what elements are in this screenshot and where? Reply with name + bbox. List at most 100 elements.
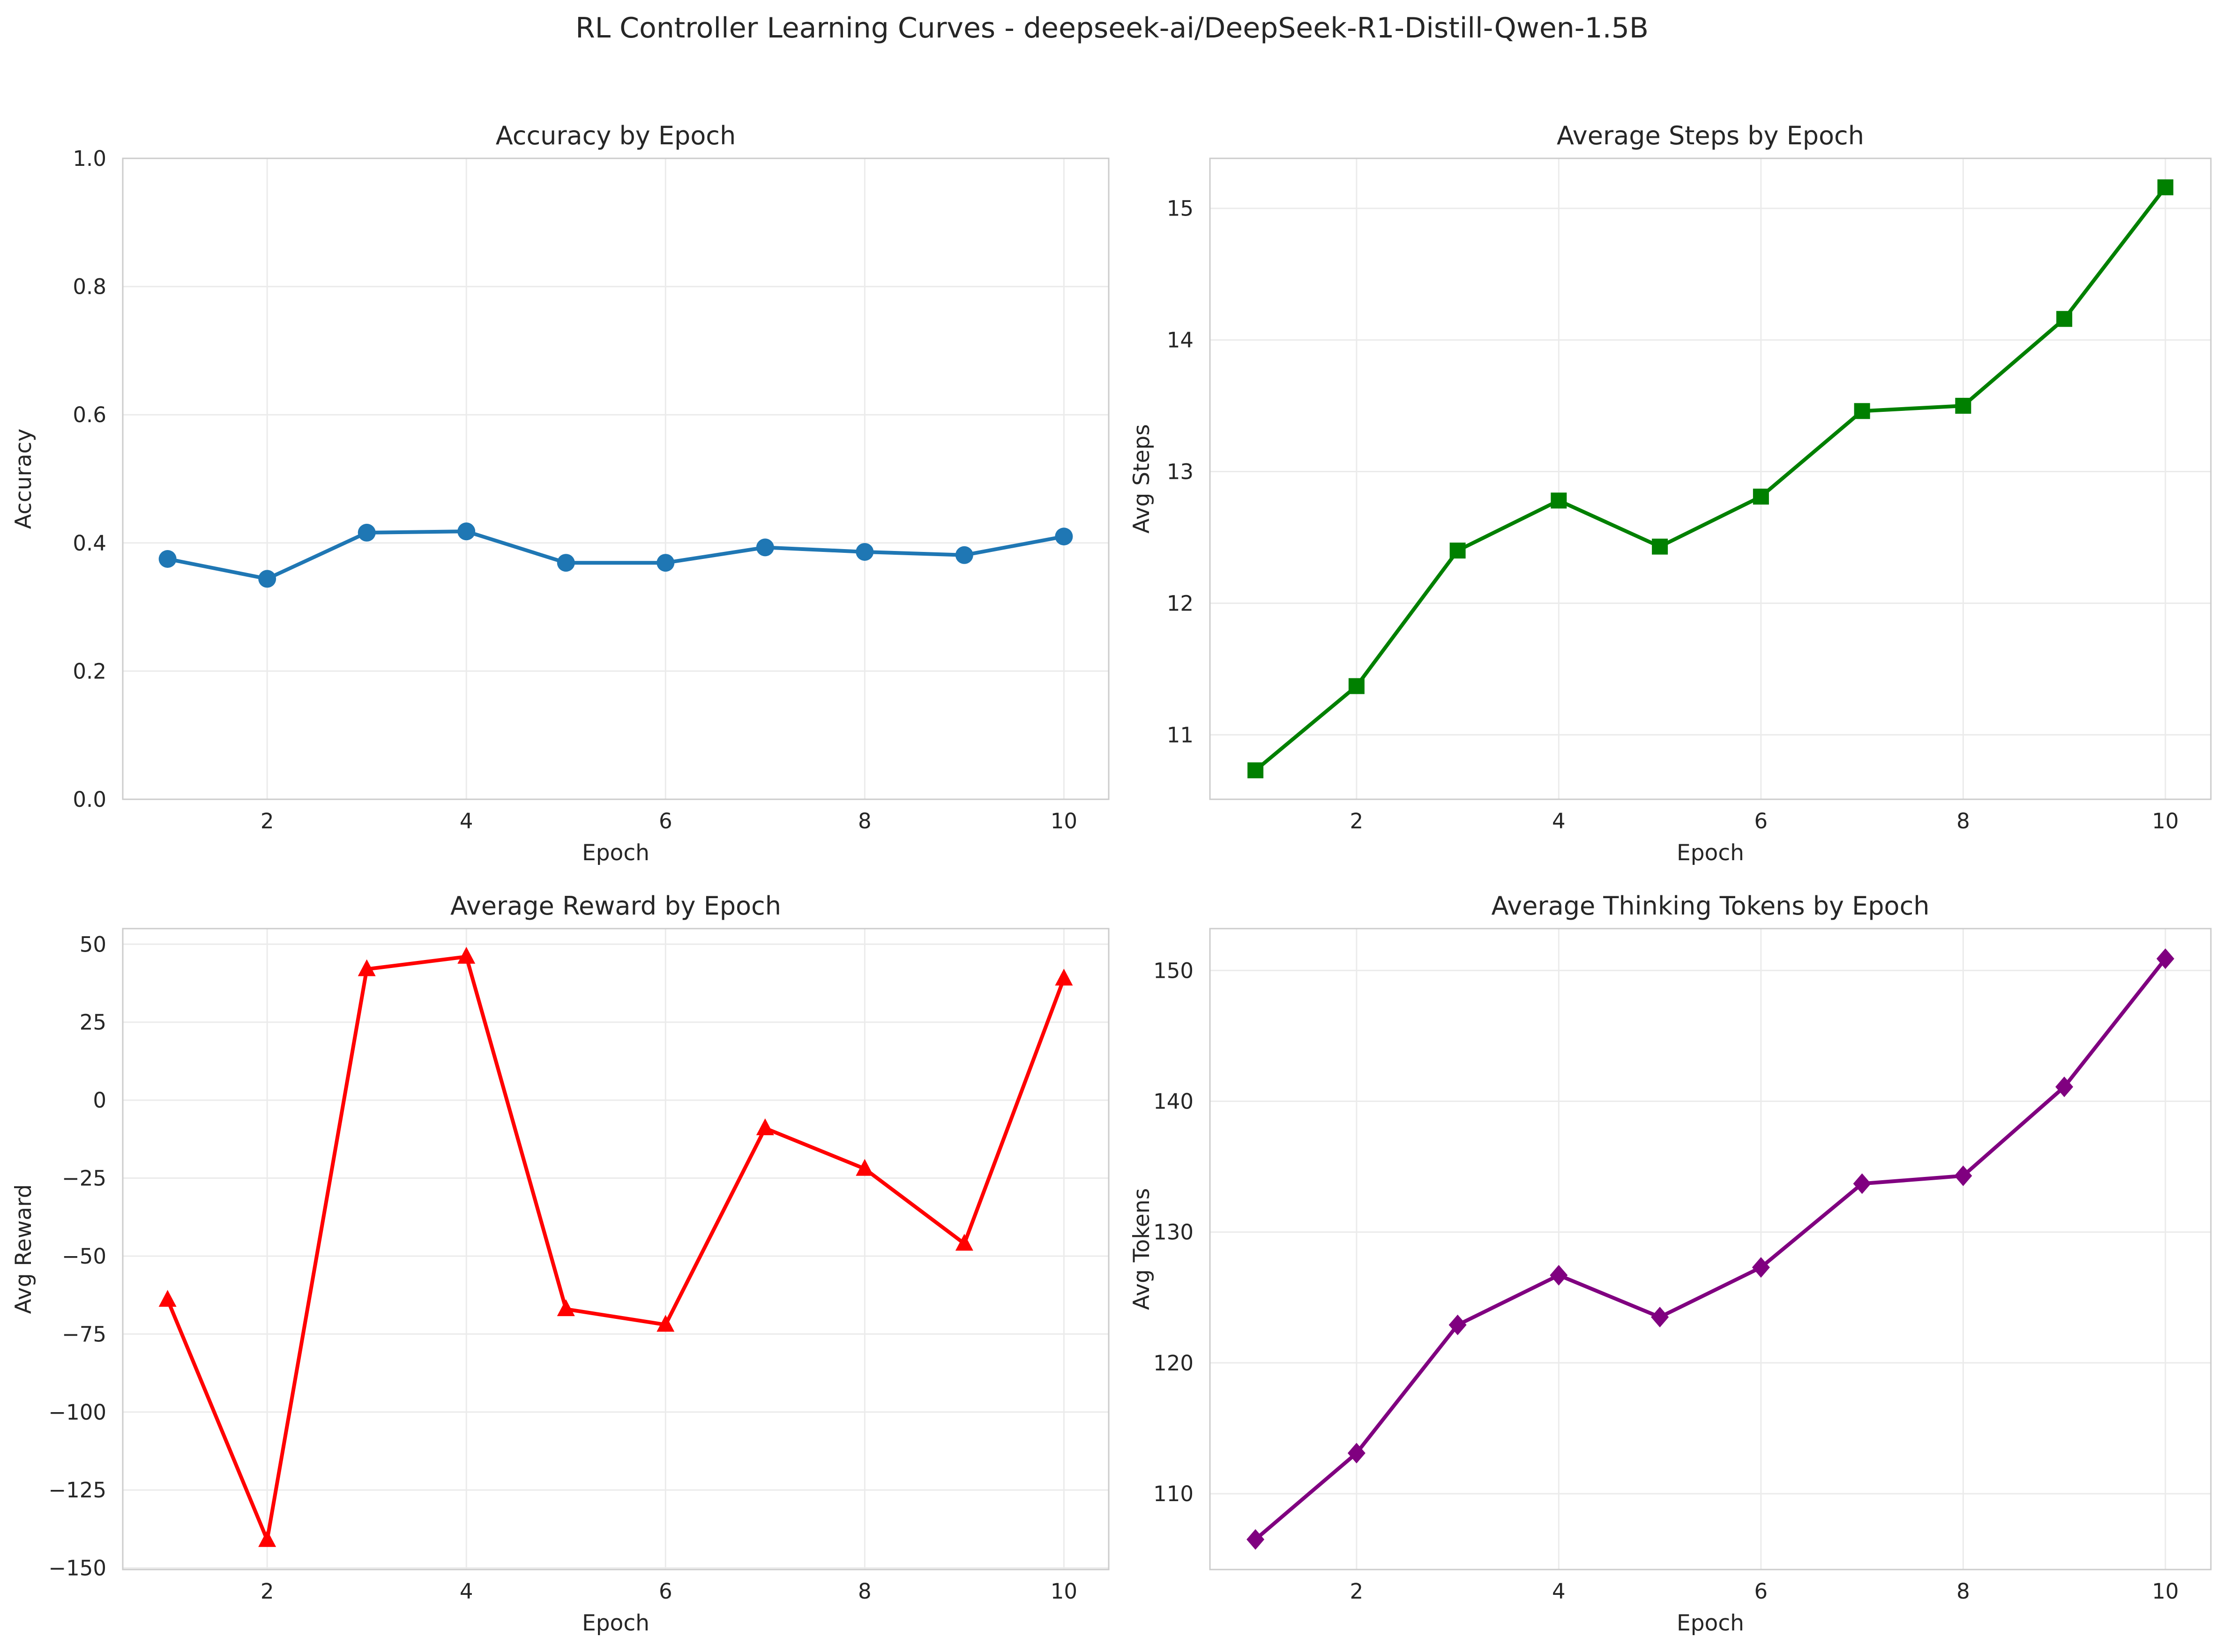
accuracy-point-5 [657,554,675,572]
avg-tokens-point-7 [1954,1165,1972,1186]
accuracy-x-tick-label-1: 4 [460,809,473,833]
figure-suptitle: RL Controller Learning Curves - deepseek… [575,12,1649,45]
avg-steps-plot-frame [1209,157,2212,800]
avg-tokens-point-6 [1853,1173,1871,1194]
avg-tokens-x-tick-label-3: 8 [1956,1579,1970,1604]
avg-reward-point-5 [657,1315,675,1332]
avg-tokens-x-tick-label-2: 6 [1754,1579,1768,1604]
avg-tokens-y-tick-label-3: 140 [1153,1089,1194,1114]
avg-steps-y-tick-label-0: 11 [1167,722,1194,747]
accuracy-y-axis-label: Accuracy [11,429,37,529]
avg-tokens-y-tick-label-2: 130 [1153,1220,1194,1245]
avg-steps-y-tick-label-4: 15 [1167,196,1194,221]
avg-reward-point-3 [457,946,476,964]
accuracy-plot-frame [122,157,1110,800]
avg-reward-x-tick-label-4: 10 [1051,1579,1077,1604]
accuracy-point-7 [856,543,874,561]
avg-steps-point-6 [1854,403,1870,419]
avg-tokens-x-tick-label-0: 2 [1350,1579,1364,1604]
avg-steps-point-2 [1449,543,1466,559]
avg-steps-title: Average Steps by Epoch [1557,121,1864,150]
avg-reward-y-tick-label-0: −150 [48,1556,106,1581]
avg-steps-point-8 [2056,311,2073,327]
accuracy-x-tick-label-2: 6 [659,809,672,833]
accuracy-x-tick-label-0: 2 [261,809,274,833]
accuracy-y-tick-label-3: 0.6 [73,402,106,427]
avg-reward-x-tick-label-0: 2 [261,1579,274,1604]
avg-steps-point-0 [1247,762,1264,779]
accuracy-y-tick-label-0: 0.0 [73,787,106,812]
avg-reward-point-7 [856,1159,874,1176]
avg-tokens-point-1 [1347,1443,1366,1464]
avg-steps-point-9 [2157,179,2173,195]
avg-tokens-series-line [1254,957,2167,1541]
accuracy-point-4 [557,554,575,572]
accuracy-point-1 [258,570,276,588]
avg-tokens-title: Average Thinking Tokens by Epoch [1492,891,1930,921]
avg-reward-plot-frame [122,928,1110,1570]
avg-reward-point-1 [258,1530,276,1547]
avg-reward-x-axis-label: Epoch [582,1610,649,1636]
avg-reward-y-tick-label-8: 50 [80,932,106,957]
avg-tokens-y-axis-label: Avg Tokens [1129,1188,1155,1310]
accuracy-series-line [165,529,1066,581]
avg-steps-point-3 [1551,492,1567,509]
avg-steps-y-tick-label-2: 13 [1167,460,1194,484]
avg-steps-series-line [1254,185,2167,773]
accuracy-y-tick-label-4: 0.8 [73,275,106,299]
avg-reward-y-tick-label-7: 25 [80,1010,106,1035]
avg-tokens-y-tick-label-0: 110 [1153,1481,1194,1506]
accuracy-point-8 [955,546,973,564]
avg-reward-point-4 [557,1299,575,1317]
avg-tokens-point-0 [1246,1529,1265,1550]
avg-reward-y-axis-label: Avg Reward [11,1184,37,1314]
accuracy-x-axis-label: Epoch [582,840,649,866]
avg-reward-point-9 [1055,968,1073,986]
accuracy-point-6 [756,538,774,557]
avg-steps-point-7 [1955,398,1971,414]
avg-reward-y-tick-label-6: 0 [93,1088,106,1113]
avg-steps-x-tick-label-1: 4 [1552,809,1566,833]
avg-reward-point-8 [955,1234,973,1251]
avg-steps-panel: 2 4 6 8 10 11 12 13 14 15 Average Steps by Epoch Ep… [1129,121,2212,866]
accuracy-y-tick-label-1: 0.2 [73,659,106,684]
accuracy-x-tick-label-4: 10 [1051,809,1077,833]
avg-tokens-point-5 [1752,1257,1770,1278]
avg-steps-y-tick-label-1: 12 [1167,591,1194,616]
accuracy-y-tick-label-2: 0.4 [73,531,106,556]
avg-reward-x-tick-label-2: 6 [659,1579,672,1604]
accuracy-panel: 2 4 6 8 10 0.0 0.2 0.4 0.6 0.8 1.0 Accuracy by Epoc… [11,121,1110,866]
avg-tokens-point-3 [1550,1265,1568,1286]
avg-reward-x-tick-label-3: 8 [858,1579,872,1604]
avg-reward-point-0 [158,1290,177,1307]
avg-tokens-y-tick-label-4: 150 [1153,958,1194,983]
avg-steps-point-1 [1348,678,1365,694]
accuracy-point-2 [358,523,376,542]
avg-steps-x-tick-label-3: 8 [1956,809,1970,833]
avg-steps-point-5 [1753,488,1769,505]
avg-steps-x-tick-label-0: 2 [1350,809,1364,833]
avg-reward-y-tick-label-4: −50 [62,1244,106,1269]
avg-reward-y-tick-label-2: −100 [48,1400,106,1425]
accuracy-point-9 [1055,528,1073,546]
avg-reward-y-tick-label-1: −125 [48,1478,106,1503]
avg-tokens-y-tick-label-1: 120 [1153,1351,1194,1376]
accuracy-x-tick-label-3: 8 [858,809,872,833]
avg-steps-y-tick-label-3: 14 [1167,328,1194,353]
avg-tokens-x-tick-label-4: 10 [2152,1579,2179,1604]
avg-reward-point-6 [756,1118,774,1136]
avg-steps-x-tick-label-4: 10 [2152,809,2179,833]
accuracy-title: Accuracy by Epoch [496,121,736,150]
avg-reward-panel: 2 4 6 8 10 −150 −125 −100 −75 −50 −25 0 25 50 Average … [11,891,1110,1636]
avg-tokens-point-4 [1651,1307,1669,1328]
avg-reward-title: Average Reward by Epoch [450,891,781,921]
accuracy-point-3 [457,522,476,541]
avg-tokens-point-2 [1448,1314,1467,1335]
avg-tokens-plot-frame [1209,928,2212,1570]
avg-reward-y-tick-label-3: −75 [62,1322,106,1347]
avg-tokens-x-axis-label: Epoch [1677,1610,1744,1636]
avg-tokens-x-tick-label-1: 4 [1552,1579,1566,1604]
avg-steps-point-4 [1652,538,1668,555]
